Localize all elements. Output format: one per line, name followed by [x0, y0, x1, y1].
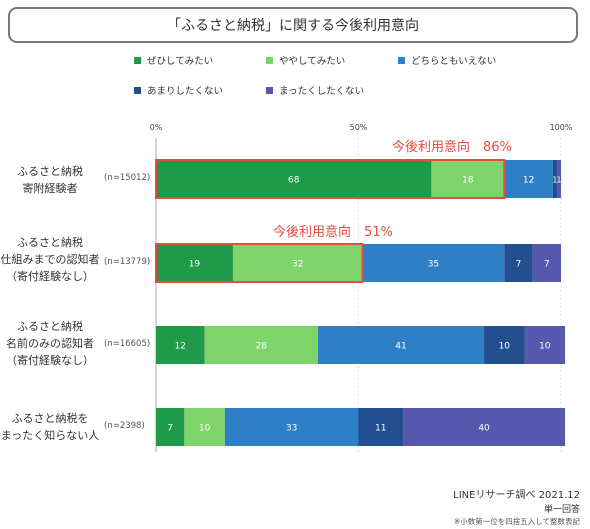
bar-value-label: 1 [552, 176, 557, 185]
bar-value-label: 7 [544, 260, 550, 270]
bar-segment [524, 326, 566, 364]
bar-segment [358, 408, 404, 446]
category-label: ふるさと納税仕組みまでの認知者 （寄付経験なし） [0, 234, 100, 285]
bar-value-label: 41 [395, 342, 406, 352]
legend-swatch [266, 56, 273, 64]
legend-item: まったくしたくない [266, 83, 364, 97]
bar-segment [204, 326, 318, 364]
bar-segment [156, 326, 205, 364]
bar-value-label: 7 [167, 424, 173, 434]
legend-swatch [398, 56, 405, 64]
bar-value-label: 33 [286, 424, 297, 434]
bar-value-label: 1 [556, 176, 561, 185]
highlight-outline [155, 243, 364, 283]
category-sample-size: (n=16605) [104, 339, 151, 349]
legend-item: どちらともいえない [398, 53, 496, 67]
x-tick-label: 50% [350, 123, 368, 132]
bar-segment [156, 160, 432, 198]
category-label-line: 仕組みまでの認知者 [0, 253, 100, 266]
footer-answer-type: 単一回答 [543, 505, 580, 515]
chart-title: 「ふるさと納税」に関する今後利用意向 [167, 18, 419, 34]
category-sample-size: (n=13779) [104, 257, 151, 267]
category-sample-size: (n=2398) [104, 421, 145, 431]
category-sample-size: (n=15012) [104, 173, 151, 183]
category-label: ふるさと納税 名前のみの認知者 （寄付経験なし） [0, 318, 100, 369]
category-label-line: ふるさと納税 [17, 236, 83, 249]
bar-value-label: 10 [199, 424, 211, 434]
bar-segment [556, 160, 561, 198]
bar-value-label: 10 [539, 342, 551, 352]
highlight-outline [155, 159, 506, 199]
bar-segment [362, 244, 505, 282]
bar-value-label: 32 [292, 260, 303, 270]
category-label: ふるさと納税を まったく知らない人 [0, 410, 100, 444]
bar-value-label: 10 [499, 342, 511, 352]
intent-annotation-mechanism-aware: 今後利用意向 51% [273, 225, 393, 240]
legend-item: ややしてみたい [266, 53, 345, 67]
bar-value-label: 40 [478, 424, 490, 434]
legend-label: ややしてみたい [279, 56, 346, 67]
bar-value-label: 11 [375, 424, 386, 434]
category-label-line: （寄付経験なし） [6, 270, 94, 283]
legend-swatch [266, 86, 273, 94]
bar-value-label: 35 [428, 260, 439, 270]
bar-value-label: 28 [256, 342, 268, 352]
category-label-line: 名前のみの認知者 [6, 337, 94, 350]
legend-swatch [134, 86, 141, 94]
bar-value-label: 18 [462, 176, 474, 186]
legend-swatch [134, 56, 141, 64]
category-label-line: まったく知らない人 [0, 429, 100, 442]
bar-segment [484, 326, 525, 364]
intent-annotation-experienced: 今後利用意向 86% [392, 140, 512, 155]
bar-value-label: 19 [189, 260, 201, 270]
bar-segment [504, 244, 533, 282]
legend-label: まったくしたくない [279, 86, 365, 97]
bar-segment [403, 408, 566, 446]
legend-item: あまりしたくない [134, 83, 223, 97]
bar-value-label: 7 [516, 260, 522, 270]
legend-label: どちらともいえない [411, 56, 497, 67]
bar-value-label: 68 [288, 176, 300, 186]
bar-value-label: 12 [523, 176, 534, 186]
legend-item: ぜひしてみたい [134, 53, 213, 67]
bar-segment [184, 408, 225, 446]
bar-segment [431, 160, 505, 198]
category-label-line: ふるさと納税 [17, 320, 83, 333]
bar-value-label: 12 [175, 342, 186, 352]
category-label-line: ふるさと納税 [17, 165, 83, 178]
bar-segment [552, 160, 557, 198]
category-label-line: ふるさと納税を [11, 412, 89, 425]
category-label-line: 寄附経験者 [22, 182, 78, 195]
bar-segment [224, 408, 359, 446]
footer-source: LINEリサーチ調べ 2021.12 [453, 490, 580, 501]
x-tick-label: 100% [550, 123, 573, 132]
legend-label: あまりしたくない [147, 86, 224, 97]
bar-segment [156, 244, 233, 282]
bar-segment [532, 244, 561, 282]
category-label-line: （寄付経験なし） [6, 354, 94, 367]
footer-note: ※小数第一位を四捨五入して整数表記 [453, 517, 580, 526]
bar-segment [232, 244, 363, 282]
bar-segment [504, 160, 553, 198]
chart-title-box: 「ふるさと納税」に関する今後利用意向 [8, 7, 578, 43]
bar-segment [156, 408, 185, 446]
bar-segment [318, 326, 485, 364]
legend-label: ぜひしてみたい [147, 56, 214, 67]
category-label: ふるさと納税 寄附経験者 [0, 163, 100, 197]
x-tick-label: 0% [150, 123, 163, 132]
